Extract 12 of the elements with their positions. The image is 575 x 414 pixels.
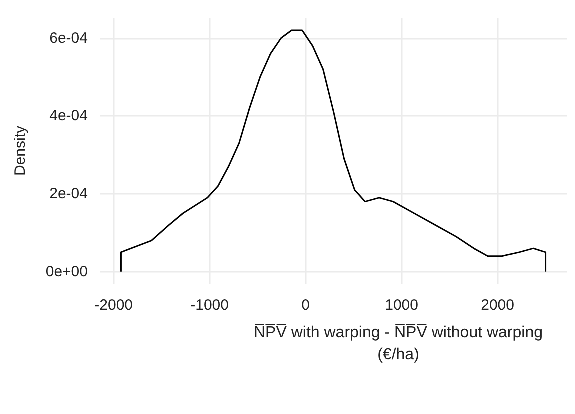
y-axis-title: Density xyxy=(12,126,29,176)
y-tick-label: 2e-04 xyxy=(50,186,88,203)
y-tick-label: 4e-04 xyxy=(50,108,88,125)
x-tick-label: -1000 xyxy=(190,297,229,314)
x-tick-label: 0 xyxy=(302,297,310,314)
x-axis-title: N̅P̅V̅ with warping - N̅P̅V̅ without warping (€/ha) xyxy=(254,324,544,364)
x-tick-label: -2000 xyxy=(94,297,134,314)
x-tick-label: 2000 xyxy=(481,297,514,314)
y-tick-label: 6e-04 xyxy=(50,30,88,47)
y-tick-label: 0e+00 xyxy=(46,263,88,280)
x-tick-label: 1000 xyxy=(385,297,418,314)
line-series xyxy=(120,30,547,273)
